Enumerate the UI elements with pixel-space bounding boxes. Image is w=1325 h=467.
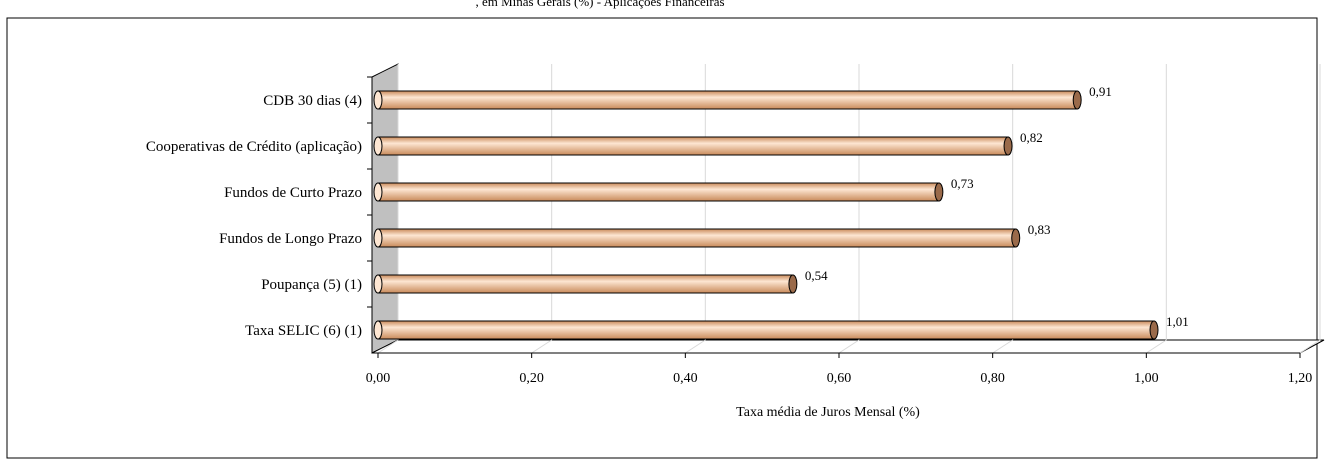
x-axis-ticks: 0,00 0,20 0,40 0,60 0,80 1,00 1,20: [366, 353, 1313, 386]
x-tick-label: 0,80: [980, 371, 1005, 386]
bar-end-cap: [934, 182, 944, 202]
bar-body: [377, 90, 1078, 110]
x-tick-label: 0,20: [519, 371, 544, 386]
bar-start-cap: [373, 136, 383, 156]
bar-value-label: 0,54: [805, 268, 828, 283]
bar: 0,54: [373, 268, 828, 294]
x-tick-label: 1,20: [1288, 371, 1313, 386]
chart-title-fragment: , em Minas Gerais (%) - Aplicações Finan…: [475, 0, 724, 9]
floor-grid-line: [531, 339, 552, 354]
bar-end-cap: [1149, 320, 1159, 340]
bar-start-cap: [373, 320, 383, 340]
floor-grid-line: [1299, 339, 1321, 354]
bar-value-label: 0,91: [1089, 84, 1112, 99]
y-axis-categories: CDB 30 dias (4) Cooperativas de Crédito (…: [146, 76, 372, 339]
bar-start-cap: [373, 90, 383, 110]
chart-floor: [371, 339, 1325, 354]
x-tick-label: 1,00: [1134, 371, 1159, 386]
bar-value-label: 0,73: [951, 176, 974, 191]
bar-body: [377, 182, 940, 202]
floor-grid-line: [377, 339, 399, 354]
bar: 0,91: [373, 84, 1112, 110]
category-label: Poupança (5) (1): [261, 277, 362, 293]
bar-value-label: 0,82: [1020, 130, 1043, 145]
floor-grid-line: [838, 339, 860, 354]
category-label: Cooperativas de Crédito (aplicação): [146, 139, 362, 155]
bar-body: [377, 228, 1017, 248]
bar-start-cap: [373, 228, 383, 248]
bar-end-cap: [1072, 90, 1082, 110]
bar-series: 0,91 0,82 0,73 0,83 0,54 1,01: [373, 84, 1189, 340]
bar-end-cap: [1003, 136, 1013, 156]
floor-grid-line: [1146, 339, 1167, 354]
x-tick-label: 0,40: [673, 371, 698, 386]
grid-lines: [377, 64, 1321, 354]
category-label: Fundos de Curto Prazo: [224, 185, 362, 201]
bar-end-cap: [788, 274, 798, 294]
category-label: CDB 30 dias (4): [263, 93, 362, 109]
bar-body: [377, 274, 794, 294]
floor-grid-line: [685, 339, 706, 354]
floor-grid-line: [992, 339, 1013, 354]
category-label: Fundos de Longo Prazo: [219, 231, 362, 247]
bar-end-cap: [1011, 228, 1021, 248]
bar-body: [377, 136, 1009, 156]
bar-start-cap: [373, 274, 383, 294]
bar-body: [377, 320, 1155, 340]
x-tick-label: 0,60: [827, 371, 852, 386]
bar: 1,01: [373, 314, 1189, 340]
chart-border: [6, 17, 1318, 459]
bar: 0,73: [373, 176, 974, 202]
bar-start-cap: [373, 182, 383, 202]
bar-value-label: 1,01: [1166, 314, 1189, 329]
bar-value-label: 0,83: [1028, 222, 1051, 237]
x-tick-label: 0,00: [366, 371, 391, 386]
x-axis-label: Taxa média de Juros Mensal (%): [736, 405, 920, 420]
bar: 0,83: [373, 222, 1051, 248]
category-label: Taxa SELIC (6) (1): [245, 323, 362, 339]
bar: 0,82: [373, 130, 1043, 156]
